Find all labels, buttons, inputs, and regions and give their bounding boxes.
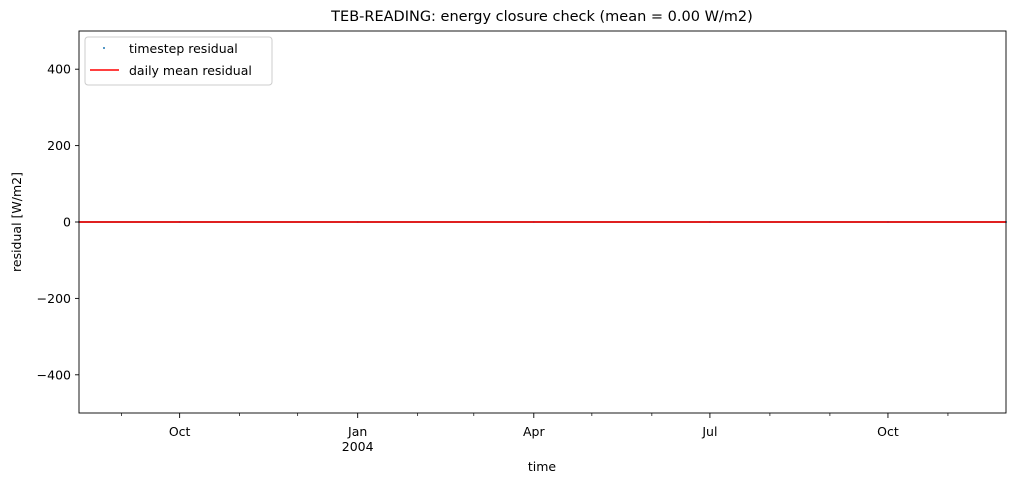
- legend-marker-timestep: [103, 47, 105, 49]
- legend-box: [84, 36, 273, 86]
- legend-label-timestep: timestep residual: [129, 41, 238, 56]
- x-tick-label: Jan: [347, 424, 367, 439]
- plot-frame: [78, 30, 1007, 414]
- y-tick-label: −200: [37, 291, 71, 306]
- y-axis-label: residual [W/m2]: [9, 172, 24, 272]
- x-axis-label: time: [528, 459, 557, 474]
- chart-title: TEB-READING: energy closure check (mean …: [330, 9, 753, 25]
- legend-label-daily: daily mean residual: [129, 63, 252, 78]
- x-tick-label: Jul: [701, 424, 717, 439]
- y-tick-label: 200: [47, 138, 71, 153]
- y-tick-label: 400: [47, 62, 71, 77]
- legend: timestep residual daily mean residual: [84, 36, 273, 86]
- x-tick-label: Oct: [877, 424, 899, 439]
- y-tick-label: −400: [37, 367, 71, 382]
- y-tick-label: 0: [63, 215, 71, 230]
- x-tick-year-label: 2004: [342, 439, 374, 454]
- x-tick-label: Oct: [169, 424, 191, 439]
- x-tick-label: Apr: [523, 424, 545, 439]
